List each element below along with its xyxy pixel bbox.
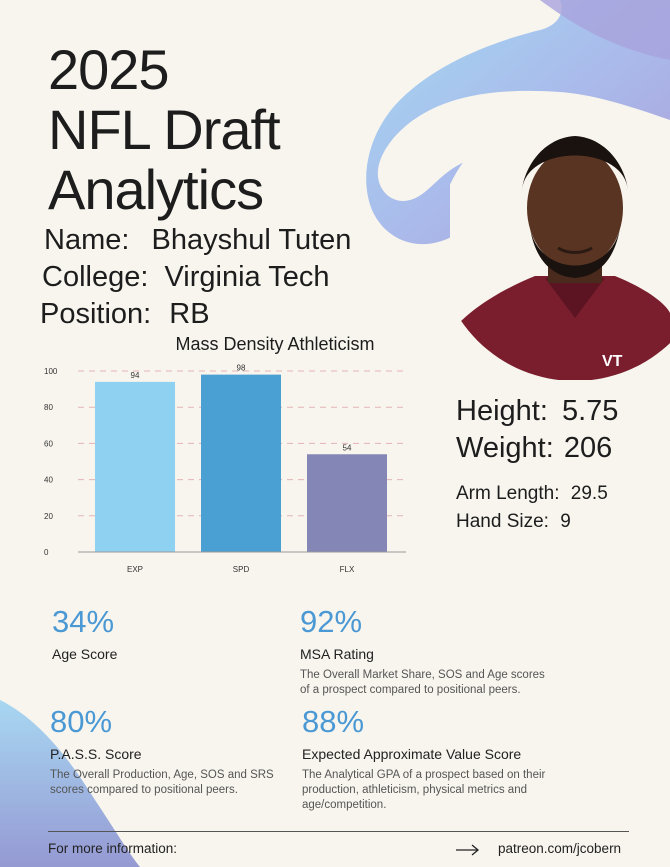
page-title: 2025 NFL Draft Analytics [48,38,281,221]
player-name: Bhayshul Tuten [151,224,352,256]
height-row: Height: 5.75 [456,395,618,428]
arm-length-row: Arm Length: 29.5 [456,483,608,505]
position-label: Position: [40,298,152,330]
chart-y-ticks: 0 20 40 60 80 100 [44,367,58,557]
jersey-logo: VT [602,353,623,370]
y-tick-label: 100 [44,367,58,376]
metric-msa-rating: 92% MSA Rating The Overall Market Share,… [300,604,620,698]
hand-size-value: 9 [560,511,571,532]
hand-size-row: Hand Size: 9 [456,511,571,533]
metric-description: The Analytical GPA of a prospect based o… [302,768,622,813]
height-value: 5.75 [561,395,619,427]
x-tick-label: FLX [340,565,355,574]
metric-description-line: production, athleticism, physical metric… [302,784,527,796]
footer-label: For more information: [48,841,178,856]
metric-value: 92% [300,604,363,639]
y-tick-label: 40 [44,476,53,485]
name-label: Name: [44,224,130,256]
hand-size-label: Hand Size: [456,511,549,532]
metric-description-line: scores compared to positional peers. [50,784,238,796]
bar-exp [95,381,175,552]
title-line-year: 2025 [48,38,170,101]
player-portrait-icon: VT [450,118,670,380]
bar-flx [307,454,387,552]
bar-spd [201,374,281,552]
position-value: RB [169,298,210,330]
metric-expected-value-score: 88% Expected Approximate Value Score The… [302,704,622,813]
metric-pass-score: 80% P.A.S.S. Score The Overall Productio… [50,704,300,798]
player-name-row: Name: Bhayshul Tuten [44,223,351,257]
metric-value: 80% [50,704,113,739]
metric-description: The Overall Market Share, SOS and Age sc… [300,668,620,698]
chart-bars [95,374,387,552]
data-label: 94 [131,371,140,380]
weight-label: Weight: [456,432,554,464]
metric-description-line: of a prospect compared to positional pee… [300,684,521,696]
metric-title: P.A.S.S. Score [50,746,142,762]
college-label: College: [42,261,149,293]
arrow-right-icon [456,844,480,856]
weight-row: Weight: 206 [456,432,612,465]
metric-title: MSA Rating [300,646,374,662]
metric-description-line: The Overall Market Share, SOS and Age sc… [300,669,545,681]
college-row: College: Virginia Tech [42,260,329,294]
title-line-analytics: Analytics [48,158,264,221]
arm-length-value: 29.5 [570,483,608,504]
metric-description: The Overall Production, Age, SOS and SRS… [50,768,300,798]
height-label: Height: [456,395,548,427]
metric-description-line: The Overall Production, Age, SOS and SRS [50,769,274,781]
arm-length-label: Arm Length: [456,483,560,504]
y-tick-label: 60 [44,439,53,448]
player-photo: VT [450,118,670,380]
x-tick-label: EXP [127,565,143,574]
metric-title: Age Score [52,646,118,662]
top-right-band [540,0,670,60]
title-line-nfl-draft: NFL Draft [48,98,281,161]
metric-description-line: age/competition. [302,799,387,811]
college-value: Virginia Tech [164,261,330,293]
bottom-left-swirl [0,700,140,867]
svg-text:VT: VT [602,353,623,370]
data-label: 98 [237,364,246,373]
data-label: 54 [343,443,352,452]
x-tick-label: SPD [233,565,250,574]
metric-title: Expected Approximate Value Score [302,746,522,762]
position-row: Position: RB [40,297,210,331]
y-tick-label: 20 [44,512,53,521]
metric-value: 34% [52,604,115,639]
y-tick-label: 80 [44,403,53,412]
weight-value: 206 [563,432,613,464]
mass-density-chart: Mass Density Athleticism 0 20 40 60 80 100 94… [44,334,406,574]
metric-age-score: 34% Age Score [52,604,117,662]
chart-title: Mass Density Athleticism [175,334,374,354]
chart-data-labels: 94 98 54 [131,364,352,453]
chart-x-ticks: EXP SPD FLX [127,565,355,574]
footer-link[interactable]: patreon.com/jcobern [498,841,622,856]
footer-divider [48,831,629,832]
metric-description-line: The Analytical GPA of a prospect based o… [302,769,546,781]
metric-value: 88% [302,704,365,739]
y-tick-label: 0 [44,548,49,557]
